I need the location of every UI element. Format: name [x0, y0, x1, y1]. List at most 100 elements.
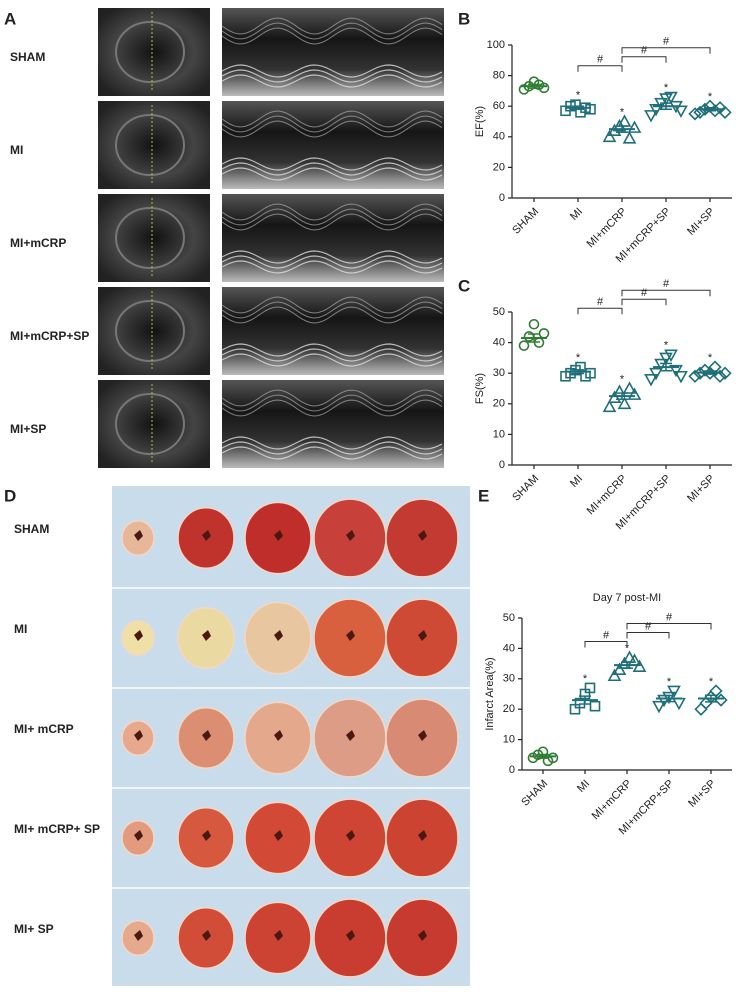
y-tick-label: 80: [493, 70, 505, 82]
echo-ventricle: [115, 114, 185, 176]
echo-ventricle: [115, 300, 185, 362]
y-tick-label: 20: [503, 703, 515, 715]
mmode-wall: [221, 157, 443, 171]
comparison-label: #: [663, 278, 670, 290]
y-tick-label: 10: [503, 734, 515, 746]
row-label: MI+ mCRP: [14, 722, 74, 736]
x-tick-label: MI+mCRP: [585, 206, 630, 251]
mmode-wall: [221, 162, 443, 176]
slice-lumen: [346, 830, 355, 841]
echo-ventricle: [115, 21, 185, 83]
row-label: SHAM: [10, 50, 45, 64]
mmode-wall: [221, 394, 443, 412]
comparison-label: #: [641, 287, 648, 299]
data-point: [664, 349, 678, 363]
data-point: [584, 682, 596, 694]
slice-lumen: [134, 830, 143, 841]
comparison-bracket: [621, 56, 667, 63]
x-tick-label: MI+mCRP: [585, 473, 630, 518]
mmode-wall: [221, 208, 443, 226]
mmode-wall: [221, 446, 443, 460]
data-point: [622, 131, 637, 144]
echo-ventricle: [115, 207, 185, 269]
data-point: [528, 318, 540, 330]
comparison-bracket: [626, 632, 670, 639]
mmode-wall: [221, 348, 443, 362]
significance-star: *: [664, 82, 669, 94]
data-point: [694, 702, 708, 716]
data-point: [649, 103, 663, 117]
data-point: [652, 700, 666, 714]
slice-lumen: [274, 930, 283, 941]
data-point: [654, 358, 668, 372]
slice-lumen: [418, 730, 427, 741]
significance-star: *: [708, 352, 713, 364]
data-point: [585, 103, 596, 115]
data-point: [602, 129, 617, 143]
data-point: [602, 399, 617, 413]
data-point: [632, 659, 647, 672]
x-tick-label: MI+mCRP: [590, 778, 635, 823]
echo-ventricle: [115, 393, 185, 455]
slice-lumen: [202, 730, 211, 741]
row-label: MI: [14, 622, 27, 636]
data-point: [713, 369, 727, 383]
data-point: [589, 700, 601, 712]
mmode-wall: [221, 255, 443, 269]
mmode-wall: [221, 167, 443, 181]
slice-lumen: [346, 530, 355, 541]
y-tick-label: 10: [493, 428, 505, 440]
data-point: [612, 662, 627, 675]
data-point: [627, 120, 642, 133]
row-label: MI+mCRP+SP: [10, 329, 89, 343]
data-point: [622, 381, 637, 394]
data-point: [585, 367, 596, 379]
data-point: [693, 105, 707, 119]
slice-lumen: [346, 630, 355, 641]
data-point: [709, 684, 723, 698]
x-tick-label: MI+SP: [686, 778, 718, 810]
slice-lumen: [274, 830, 283, 841]
significance-star: *: [620, 373, 625, 385]
y-tick-label: 0: [499, 459, 505, 471]
y-tick-label: 30: [493, 367, 505, 379]
mmode-wall: [221, 22, 443, 40]
slice-lumen: [346, 930, 355, 941]
y-tick-label: 20: [493, 161, 505, 173]
y-tick-label: 20: [493, 398, 505, 410]
mmode-wall: [221, 399, 443, 417]
significance-star: *: [625, 642, 630, 654]
mmode-wall: [221, 213, 443, 231]
comparison-bracket: [577, 307, 623, 315]
panel-label: D: [4, 486, 16, 505]
data-point: [688, 107, 702, 121]
comparison-bracket: [621, 47, 711, 54]
x-tick-label: MI+SP: [685, 206, 717, 238]
y-tick-label: 40: [493, 337, 505, 349]
data-point: [607, 668, 622, 682]
significance-star: *: [708, 91, 713, 103]
x-tick-label: MI: [575, 778, 592, 795]
significance-star: *: [664, 340, 669, 352]
data-point: [688, 369, 702, 383]
mmode-wall: [221, 441, 443, 455]
mmode-wall: [221, 69, 443, 83]
comparison-label: #: [645, 620, 652, 632]
significance-star: *: [667, 676, 672, 688]
data-point: [674, 105, 688, 118]
data-point: [662, 691, 676, 705]
slice-lumen: [418, 530, 427, 541]
mmode-wall: [221, 353, 443, 367]
comparison-bracket: [621, 298, 667, 306]
chart-title: Day 7 post-MI: [593, 592, 661, 604]
slice-lumen: [134, 530, 143, 541]
comparison-label: #: [597, 54, 604, 66]
comparison-bracket: [626, 623, 712, 630]
y-tick-label: 50: [503, 612, 515, 624]
slice-lumen: [202, 530, 211, 541]
y-tick-label: 40: [493, 131, 505, 143]
y-tick-label: 100: [487, 39, 505, 51]
mmode-wall: [221, 306, 443, 324]
data-point: [669, 364, 683, 378]
